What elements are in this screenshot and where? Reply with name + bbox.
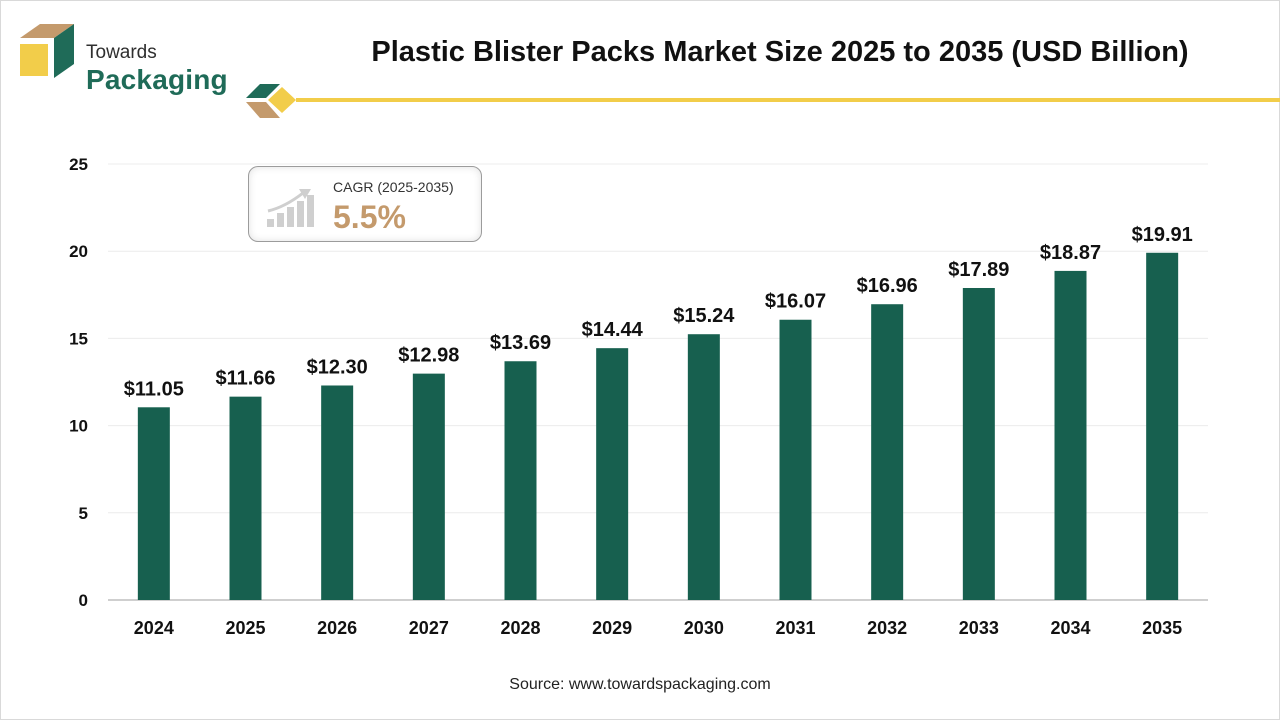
bar	[687, 334, 720, 600]
x-tick-label: 2030	[684, 618, 724, 638]
bar	[321, 385, 354, 600]
x-tick-label: 2025	[225, 618, 265, 638]
chart-title: Plastic Blister Packs Market Size 2025 t…	[371, 36, 1189, 68]
data-label: $14.44	[582, 319, 644, 341]
bar	[137, 407, 170, 600]
bar	[1146, 252, 1179, 601]
x-tick-label: 2029	[592, 618, 632, 638]
x-tick-label: 2031	[775, 618, 815, 638]
title-accent-line	[246, 84, 1280, 118]
bar	[229, 396, 262, 600]
cagr-callout: CAGR (2025-2035) 5.5%	[248, 166, 482, 242]
data-label: $19.91	[1132, 224, 1193, 246]
bar	[779, 319, 812, 600]
y-tick-label: 5	[79, 504, 88, 523]
data-label: $15.24	[673, 305, 735, 327]
brand-name-line2: Packaging	[86, 64, 228, 95]
brand-logo: Towards Packaging	[18, 22, 248, 95]
cagr-label: CAGR (2025-2035)	[333, 179, 454, 195]
brand-name-line1: Towards	[86, 42, 157, 63]
y-tick-label: 0	[79, 591, 88, 610]
data-label: $18.87	[1040, 242, 1101, 264]
bar	[596, 348, 629, 600]
bar	[412, 373, 445, 600]
growth-chart-icon	[267, 189, 314, 227]
x-tick-label: 2034	[1050, 618, 1090, 638]
bar	[871, 304, 904, 600]
data-label: $16.07	[765, 291, 826, 313]
data-label: $13.69	[490, 332, 551, 354]
source-note: Source: www.towardspackaging.com	[509, 676, 771, 693]
x-tick-label: 2035	[1142, 618, 1182, 638]
y-tick-label: 10	[69, 417, 88, 436]
x-tick-label: 2032	[867, 618, 907, 638]
x-tick-label: 2027	[409, 618, 449, 638]
bar	[1054, 270, 1087, 600]
data-label: $17.89	[948, 259, 1009, 281]
x-tick-label: 2026	[317, 618, 357, 638]
y-tick-label: 25	[69, 155, 88, 174]
x-tick-label: 2024	[134, 618, 174, 638]
y-tick-label: 15	[69, 329, 88, 348]
x-tick-label: 2033	[959, 618, 999, 638]
data-label: $12.30	[307, 356, 368, 378]
data-label: $12.98	[398, 345, 459, 367]
data-label: $11.66	[215, 368, 275, 390]
x-tick-label: 2028	[500, 618, 540, 638]
bar	[962, 287, 995, 600]
data-label: $16.96	[857, 275, 918, 297]
bar	[504, 361, 537, 600]
y-tick-label: 20	[69, 242, 88, 261]
box-logo-icon	[20, 24, 74, 78]
cagr-value: 5.5%	[333, 199, 406, 235]
data-label: $11.05	[124, 378, 184, 400]
